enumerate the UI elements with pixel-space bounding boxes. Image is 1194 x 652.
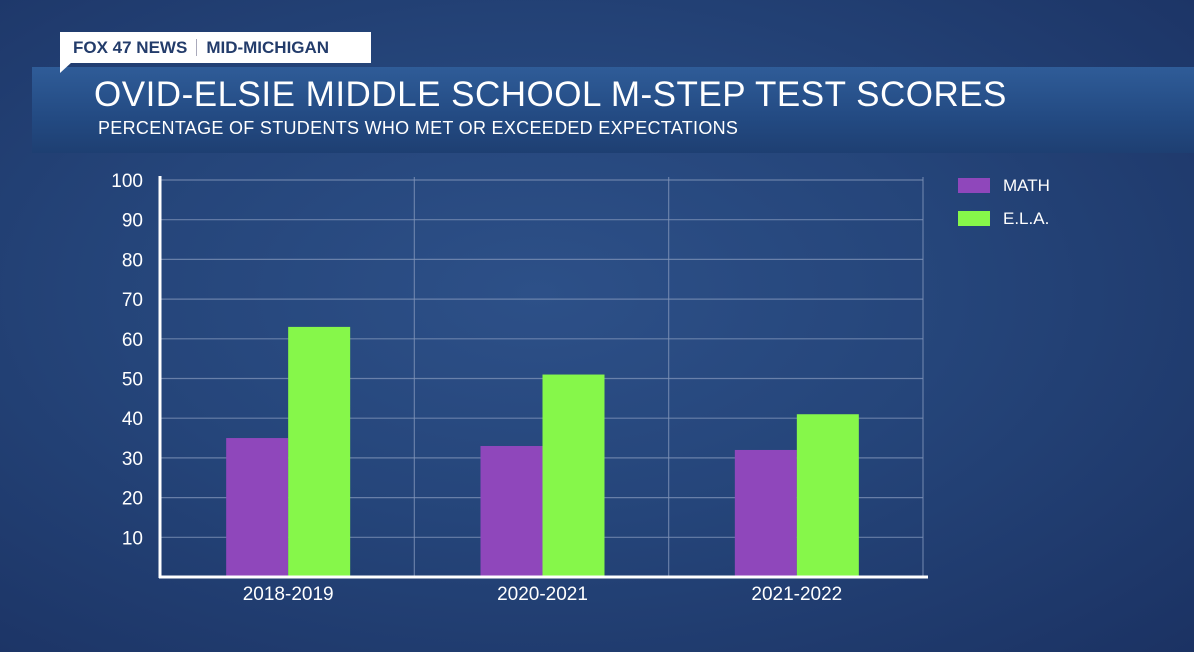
station-tag: FOX 47 NEWS MID-MICHIGAN xyxy=(60,32,371,63)
bar-math-2021-2022 xyxy=(734,449,797,577)
y-tick-label: 90 xyxy=(122,211,143,232)
chart-subtitle: PERCENTAGE OF STUDENTS WHO MET OR EXCEED… xyxy=(98,118,739,138)
y-tick-label: 20 xyxy=(122,489,143,510)
region-name: MID-MICHIGAN xyxy=(206,37,330,57)
title-banner: OVID-ELSIE MIDDLE SCHOOL M-STEP TEST SCO… xyxy=(32,67,1194,153)
x-tick-label: 2021-2022 xyxy=(751,584,842,605)
bar-ela-2018-2019 xyxy=(288,326,351,577)
tag-divider xyxy=(196,39,198,56)
x-tick-label: 2020-2021 xyxy=(497,584,588,605)
x-tick-label: 2018-2019 xyxy=(243,584,334,605)
station-name: FOX 47 NEWS xyxy=(73,37,188,57)
y-tick-label: 10 xyxy=(122,528,143,549)
bar-ela-2020-2021 xyxy=(542,374,605,577)
y-tick-label: 60 xyxy=(122,330,143,351)
y-tick-label: 100 xyxy=(111,171,143,192)
legend-label: E.L.A. xyxy=(1003,209,1049,228)
bar-ela-2021-2022 xyxy=(796,414,859,577)
tag-tail xyxy=(60,62,72,73)
y-tick-label: 80 xyxy=(122,250,143,271)
chart-title: OVID-ELSIE MIDDLE SCHOOL M-STEP TEST SCO… xyxy=(94,75,1007,114)
bar-math-2018-2019 xyxy=(226,438,289,577)
y-tick-label: 40 xyxy=(122,409,143,430)
legend-swatch xyxy=(958,211,990,226)
bar-math-2020-2021 xyxy=(480,445,543,577)
y-tick-label: 70 xyxy=(122,290,143,311)
legend-swatch xyxy=(958,178,990,193)
legend-label: MATH xyxy=(1003,176,1050,195)
y-tick-label: 50 xyxy=(122,370,143,391)
y-tick-label: 30 xyxy=(122,449,143,470)
